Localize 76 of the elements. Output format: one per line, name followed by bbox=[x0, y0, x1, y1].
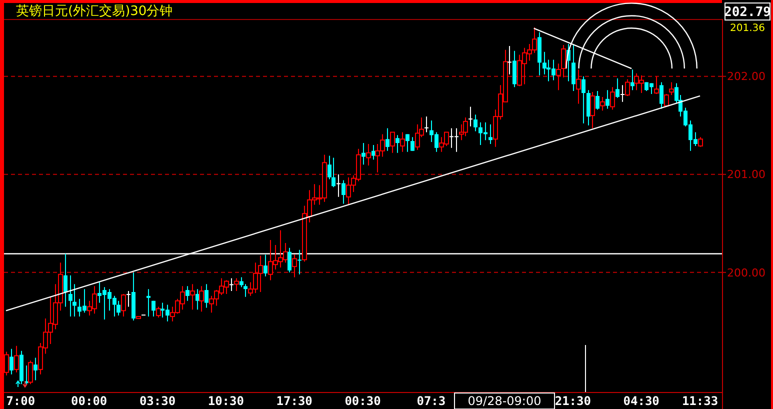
candlestick bbox=[10, 348, 14, 375]
candlestick bbox=[298, 249, 302, 275]
candlestick bbox=[146, 288, 150, 318]
candlestick bbox=[190, 284, 195, 310]
x-tick-label: 00:00 bbox=[71, 394, 108, 408]
x-tick-label: 00:30 bbox=[344, 394, 381, 408]
x-tick-label: 10:30 bbox=[208, 394, 244, 408]
candlestick bbox=[292, 254, 297, 278]
candlestick bbox=[468, 106, 472, 127]
candlestick bbox=[342, 180, 346, 204]
y-tick-label: 201.00 bbox=[727, 168, 766, 182]
x-tick-label: 11:33 bbox=[682, 394, 718, 408]
candlestick bbox=[512, 50, 516, 88]
candlestick bbox=[156, 306, 161, 318]
candlestick bbox=[406, 134, 410, 152]
y-tick-label: 200.00 bbox=[727, 266, 766, 280]
candlestick bbox=[582, 76, 586, 124]
text: 202.79 bbox=[724, 5, 771, 20]
candlestick bbox=[654, 76, 659, 94]
candlestick bbox=[610, 86, 615, 110]
candlestick bbox=[600, 96, 605, 112]
candlestick bbox=[463, 117, 468, 137]
candlestick bbox=[199, 286, 204, 312]
x-tick-label: 04:30 bbox=[623, 394, 660, 408]
candlestick bbox=[616, 78, 620, 98]
candlestick bbox=[288, 247, 292, 273]
candlestick bbox=[34, 357, 38, 381]
x-tick-label: 21:30 bbox=[554, 394, 591, 408]
candlestick bbox=[606, 90, 610, 110]
candlestick bbox=[372, 144, 376, 160]
candlestick bbox=[508, 45, 512, 75]
candlestick bbox=[424, 116, 428, 133]
candlestick bbox=[620, 84, 624, 102]
candlestick bbox=[669, 82, 674, 96]
candlestick bbox=[664, 94, 669, 108]
candlestick bbox=[625, 78, 630, 96]
text: 201.36 bbox=[730, 23, 765, 34]
candlestick bbox=[390, 132, 395, 154]
candlestick bbox=[698, 136, 703, 148]
x-tick-label: 03:30 bbox=[139, 394, 176, 408]
candlestick bbox=[68, 274, 72, 318]
candlestick bbox=[152, 300, 156, 318]
candlestick bbox=[596, 90, 600, 110]
candlestick bbox=[474, 114, 478, 132]
candlestick bbox=[234, 278, 239, 292]
candlestick bbox=[410, 136, 414, 152]
candlestick bbox=[572, 44, 576, 92]
candlestick bbox=[336, 174, 340, 198]
candlestick bbox=[230, 278, 234, 292]
candlestick bbox=[186, 286, 190, 302]
candlestick bbox=[126, 290, 130, 308]
candlestick bbox=[264, 254, 268, 277]
candlestick bbox=[332, 157, 336, 188]
candlestick bbox=[400, 132, 405, 152]
candlestick bbox=[576, 68, 581, 104]
candlestick bbox=[590, 92, 595, 129]
candlestick bbox=[64, 253, 68, 308]
candlestick bbox=[488, 124, 492, 144]
candlestick bbox=[396, 134, 400, 154]
text: 09/28-09:00 bbox=[468, 394, 542, 408]
candlestick bbox=[28, 360, 33, 385]
candlestick bbox=[556, 63, 561, 91]
chart-title: 英镑日元(外汇交易)30分钟 bbox=[16, 3, 173, 19]
x-tick-label: 07:3 bbox=[416, 394, 446, 408]
candlestick bbox=[204, 284, 208, 308]
candlestick bbox=[366, 143, 371, 166]
candlestick bbox=[660, 82, 664, 110]
candlestick bbox=[630, 68, 634, 91]
candlestick bbox=[14, 345, 19, 373]
candlestick bbox=[116, 300, 120, 316]
x-tick-label: 17:30 bbox=[276, 394, 312, 408]
candlestick bbox=[121, 293, 126, 318]
candlestick bbox=[386, 128, 390, 152]
candlestick bbox=[561, 44, 566, 78]
x-tick-label: 7:00 bbox=[6, 394, 36, 408]
y-tick-label: 202.00 bbox=[727, 70, 766, 84]
